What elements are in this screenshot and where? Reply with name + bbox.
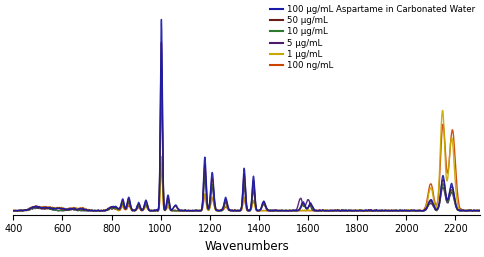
X-axis label: Wavenumbers: Wavenumbers xyxy=(204,240,289,253)
Legend: 100 μg/mL Aspartame in Carbonated Water, 50 μg/mL, 10 μg/mL, 5 μg/mL, 1 μg/mL, 1: 100 μg/mL Aspartame in Carbonated Water,… xyxy=(269,4,475,71)
